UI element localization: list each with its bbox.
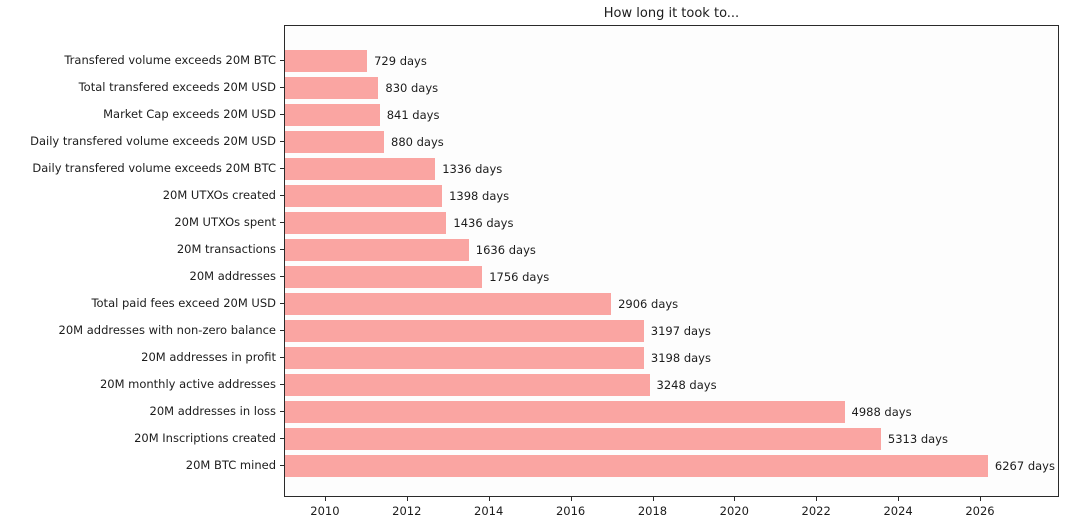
y-axis-tick bbox=[280, 276, 284, 277]
x-axis-tick bbox=[898, 497, 900, 501]
bar-value-label: 5313 days bbox=[887, 432, 948, 446]
bar bbox=[285, 428, 881, 450]
y-axis-tick bbox=[280, 222, 284, 223]
x-axis-tick-label: 2016 bbox=[555, 504, 586, 518]
y-axis-label: 20M addresses with non-zero balance bbox=[58, 323, 276, 337]
y-axis-tick bbox=[280, 357, 284, 358]
y-axis-label: 20M addresses in profit bbox=[141, 350, 276, 364]
y-axis-label: 20M monthly active addresses bbox=[99, 377, 276, 391]
y-axis-label: 20M Inscriptions created bbox=[134, 431, 276, 445]
y-axis-label: 20M transactions bbox=[176, 242, 276, 256]
y-axis-tick bbox=[280, 465, 284, 466]
y-axis-label: 20M BTC mined bbox=[185, 458, 276, 472]
x-axis-tick bbox=[980, 497, 981, 501]
y-axis-label: Transfered volume exceeds 20M BTC bbox=[64, 53, 276, 67]
bar-value-label: 4988 days bbox=[851, 405, 912, 419]
y-axis-tick bbox=[280, 114, 284, 115]
bar bbox=[285, 347, 644, 369]
bar-value-label: 3198 days bbox=[650, 351, 711, 365]
bar bbox=[285, 131, 384, 153]
y-axis-tick bbox=[280, 168, 284, 169]
y-axis-label: Daily transfered volume exceeds 20M BTC bbox=[32, 161, 276, 175]
x-axis-tick-label: 2026 bbox=[965, 504, 995, 518]
y-axis-tick bbox=[280, 195, 284, 196]
chart-title: How long it took to... bbox=[603, 6, 740, 21]
y-axis-label: Total paid fees exceed 20M USD bbox=[91, 296, 276, 310]
bar-value-label: 1436 days bbox=[453, 216, 514, 230]
x-axis-tick bbox=[324, 497, 326, 501]
bar bbox=[285, 320, 644, 342]
bar-value-label: 880 days bbox=[391, 135, 444, 149]
y-axis-label: Total transfered exceeds 20M USD bbox=[78, 80, 276, 94]
bar-value-label: 1756 days bbox=[489, 270, 550, 284]
x-axis-tick-label: 2020 bbox=[719, 504, 749, 518]
x-axis-tick-label: 2014 bbox=[474, 504, 504, 518]
bar bbox=[285, 293, 612, 315]
y-axis-tick bbox=[280, 249, 284, 250]
bar bbox=[285, 401, 845, 423]
bar bbox=[285, 212, 447, 234]
y-axis-label: Daily transfered volume exceeds 20M USD bbox=[30, 134, 276, 148]
y-axis-tick bbox=[280, 303, 284, 304]
y-axis-label: 20M UTXOs created bbox=[162, 188, 276, 202]
bar-value-label: 1398 days bbox=[449, 189, 510, 203]
bar bbox=[285, 158, 436, 180]
bar bbox=[285, 185, 443, 207]
bar-value-label: 3248 days bbox=[656, 378, 717, 392]
bar-value-label: 729 days bbox=[374, 54, 427, 68]
y-axis-label: 20M addresses in loss bbox=[149, 404, 276, 418]
bar bbox=[285, 455, 988, 477]
y-axis-label: 20M addresses bbox=[189, 269, 276, 283]
plot-area: 729 days 830 days 841 days 880 days 1336 day… bbox=[284, 25, 1059, 497]
bar bbox=[285, 77, 379, 99]
bar-value-label: 6267 days bbox=[994, 459, 1055, 473]
x-axis-tick-label: 2024 bbox=[883, 504, 913, 518]
bar bbox=[285, 266, 483, 288]
x-axis-tick-label: 2012 bbox=[392, 504, 422, 518]
bar-value-label: 830 days bbox=[385, 81, 439, 95]
bar-value-label: 1636 days bbox=[475, 243, 536, 257]
y-axis-label: 20M UTXOs spent bbox=[174, 215, 276, 229]
y-axis-tick bbox=[280, 87, 284, 88]
x-axis-tick-label: 2010 bbox=[310, 504, 340, 518]
y-axis-tick bbox=[280, 411, 284, 412]
x-axis-tick bbox=[570, 497, 572, 501]
y-axis-tick bbox=[280, 438, 284, 439]
bar-value-label: 2906 days bbox=[618, 297, 679, 311]
bar bbox=[285, 239, 469, 261]
bar bbox=[285, 374, 650, 396]
x-axis-tick-label: 2022 bbox=[801, 504, 831, 518]
x-axis-tick bbox=[734, 497, 736, 501]
y-axis-tick bbox=[280, 330, 284, 331]
x-axis-tick bbox=[816, 497, 818, 501]
bar-value-label: 1336 days bbox=[442, 162, 503, 176]
y-axis-tick bbox=[280, 141, 284, 142]
bar-value-label: 3197 days bbox=[650, 324, 711, 338]
x-axis-tick-label: 2018 bbox=[637, 504, 668, 518]
bar bbox=[285, 50, 368, 72]
y-axis-label: Market Cap exceeds 20M USD bbox=[103, 107, 276, 121]
x-axis-tick bbox=[652, 497, 654, 501]
bar-value-label: 841 days bbox=[386, 108, 440, 122]
y-axis-tick bbox=[280, 60, 284, 61]
bar bbox=[285, 104, 380, 126]
x-axis-tick bbox=[406, 497, 408, 501]
x-axis-tick bbox=[488, 497, 490, 501]
y-axis-tick bbox=[280, 384, 284, 385]
